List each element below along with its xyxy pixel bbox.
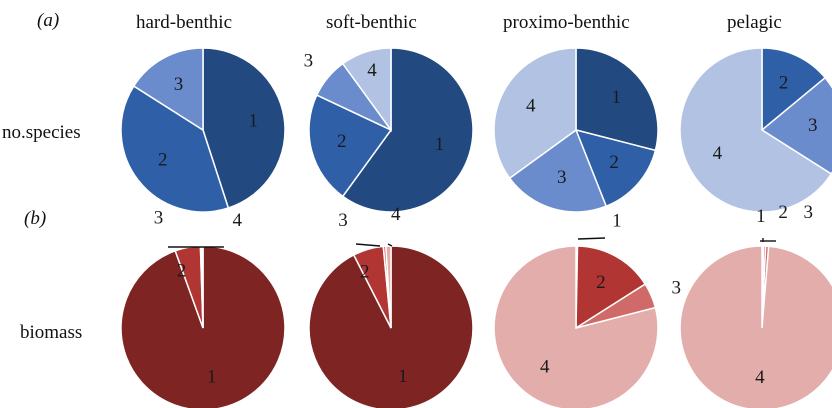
slice-label: 4 xyxy=(526,95,536,116)
pie-slice-4 xyxy=(679,245,832,408)
slice-label: 4 xyxy=(755,367,765,388)
slice-label: 3 xyxy=(803,202,813,223)
row-label-no-species: no.species xyxy=(2,122,81,143)
pie-species-soft-benthic: 1 2 3 4 xyxy=(304,47,474,213)
slice-label: 4 xyxy=(391,204,401,225)
slice-label: 3 xyxy=(557,167,567,188)
pie-slice-3 xyxy=(508,128,608,213)
slice-label: 4 xyxy=(232,210,242,231)
slice-label: 2 xyxy=(337,131,347,152)
pie-species-pelagic: 2 3 4 xyxy=(679,47,832,213)
slice-label: 1 xyxy=(611,87,621,108)
slice-label: 2 xyxy=(158,150,168,171)
pie-biomass-hard-benthic: 1 2 3 4 xyxy=(120,207,286,408)
column-title-hard-benthic: hard-benthic xyxy=(136,12,233,33)
slice-label: 4 xyxy=(713,143,723,164)
slice-label: 3 xyxy=(304,51,314,72)
slice-label: 1 xyxy=(398,366,408,387)
slice-label: 3 xyxy=(338,210,348,231)
slice-label: 3 xyxy=(672,277,682,298)
slice-label: 3 xyxy=(154,207,164,228)
pie-slice-2 xyxy=(761,47,827,132)
panel-label-b: (b) xyxy=(24,208,47,229)
pie-slice-1 xyxy=(575,47,659,152)
pie-slice-4 xyxy=(200,245,204,329)
slice-label: 2 xyxy=(360,262,370,283)
pie-slice-4 xyxy=(493,47,577,180)
pie-slice-2 xyxy=(575,245,647,330)
pie-slice-4 xyxy=(341,47,392,133)
pie-biomass-proximo-benthic: 1 2 3 4 xyxy=(493,210,682,408)
column-title-proximo-benthic: proximo-benthic xyxy=(503,12,630,33)
pie-slice-1 xyxy=(341,47,474,213)
pie-species-hard-benthic: 1 2 3 xyxy=(120,47,286,213)
pie-biomass-soft-benthic: 1 2 3 4 xyxy=(308,204,474,408)
pie-slice-2 xyxy=(120,85,230,213)
slice-label: 4 xyxy=(540,357,550,378)
slice-label: 1 xyxy=(756,206,766,227)
pie-biomass-pelagic: 1 2 3 4 xyxy=(679,202,832,408)
slice-label: 2 xyxy=(779,72,789,93)
leader-line xyxy=(355,243,381,247)
slice-label: 2 xyxy=(596,272,606,293)
slice-label: 2 xyxy=(177,260,187,281)
pie-slice-3 xyxy=(760,76,832,175)
slice-label: 1 xyxy=(207,366,217,387)
leader-line xyxy=(577,237,606,240)
pie-slice-4 xyxy=(493,245,659,408)
leader-line xyxy=(387,243,393,247)
pie-slice-4 xyxy=(679,47,832,213)
slice-label: 1 xyxy=(612,210,622,231)
pie-slice-1 xyxy=(202,47,286,209)
slice-label: 4 xyxy=(367,60,377,81)
pie-slice-3 xyxy=(132,47,204,132)
row-label-biomass: biomass xyxy=(20,322,83,343)
slice-label: 2 xyxy=(778,202,788,223)
slice-label: 2 xyxy=(609,152,619,173)
slice-label: 1 xyxy=(435,134,445,155)
column-title-pelagic: pelagic xyxy=(727,12,782,33)
column-title-soft-benthic: soft-benthic xyxy=(326,12,417,33)
slice-label: 3 xyxy=(808,115,818,136)
slice-label: 3 xyxy=(174,74,184,95)
panel-label-a: (a) xyxy=(37,10,60,31)
slice-label: 1 xyxy=(248,110,258,131)
pie-slice-2 xyxy=(574,128,657,208)
pie-species-proximo-benthic: 1 2 3 4 xyxy=(493,47,659,213)
